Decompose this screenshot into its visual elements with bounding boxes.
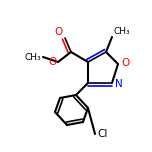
Text: CH₃: CH₃	[113, 27, 130, 36]
Text: O: O	[55, 27, 63, 37]
Text: Cl: Cl	[97, 129, 107, 139]
Text: O: O	[121, 58, 129, 68]
Text: N: N	[115, 79, 123, 89]
Text: O: O	[49, 57, 57, 67]
Text: CH₃: CH₃	[24, 52, 41, 62]
